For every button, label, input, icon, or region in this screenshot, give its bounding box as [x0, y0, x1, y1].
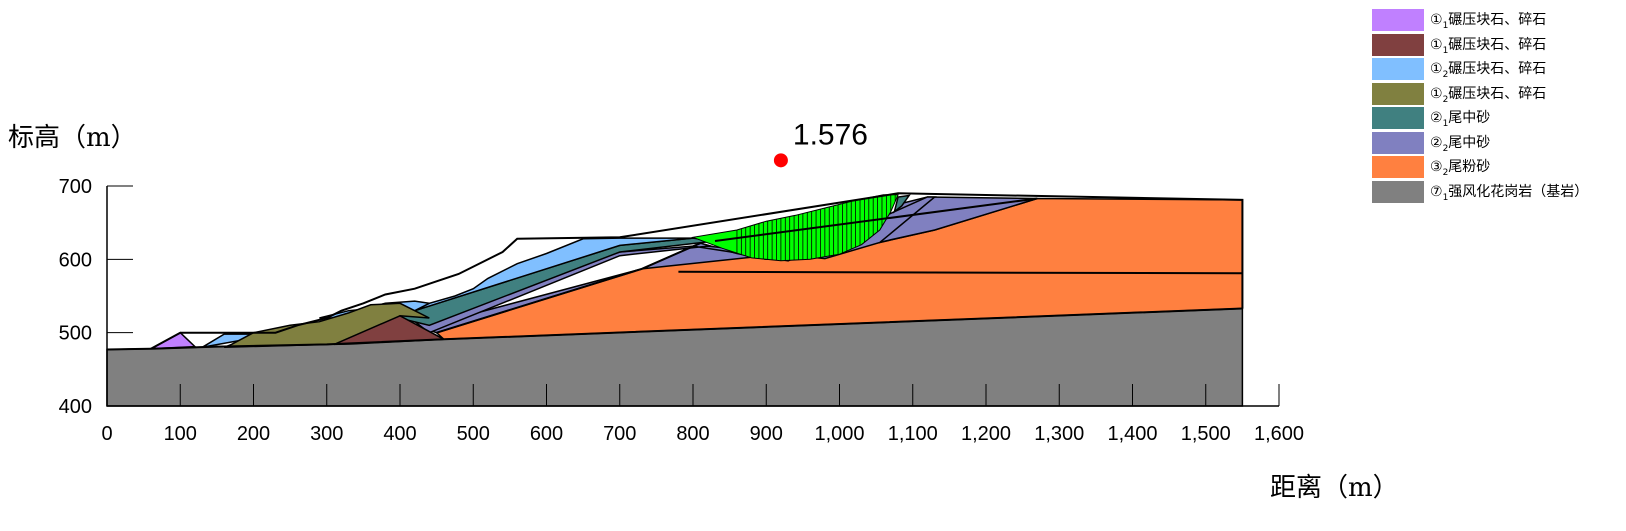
legend-swatch [1372, 156, 1424, 179]
x-tick-label: 300 [310, 423, 343, 445]
legend-text: 尾中砂 [1448, 110, 1491, 127]
x-tick-label: 900 [750, 423, 783, 445]
legend-item: ①2碾压块石、碎石 [1372, 82, 1622, 107]
layer-boundary-0 [106, 307, 1243, 351]
legend-item: ⑦1强风化花岗岩（基岩） [1372, 180, 1622, 205]
x-tick-label: 1,200 [961, 423, 1011, 445]
layer-boundary-4 [150, 192, 1244, 350]
axes [106, 185, 1280, 407]
layer-region-L3-6 [414, 237, 694, 312]
x-tick-label: 600 [530, 423, 563, 445]
legend-subscript: 2 [1442, 70, 1449, 81]
y-tick-label: 500 [59, 323, 92, 345]
legend-label: ③2尾粉砂 [1430, 156, 1490, 178]
legend-subscript: 1 [1442, 45, 1449, 56]
legend-circled-number: ⑦ [1430, 183, 1443, 200]
legend-circled-number: ① [1430, 12, 1443, 29]
legend-subscript: 1 [1442, 192, 1449, 203]
x-tick-label: 1,600 [1254, 423, 1304, 445]
legend-item: ①1碾压块石、碎石 [1372, 8, 1622, 33]
legend-item: ③2尾粉砂 [1372, 155, 1622, 180]
legend-swatch [1372, 58, 1424, 81]
legend-item: ①1碾压块石、碎石 [1372, 33, 1622, 58]
legend-swatch [1372, 180, 1424, 203]
legend-swatch [1372, 33, 1424, 56]
legend-circled-number: ② [1430, 134, 1443, 151]
legend-swatch [1372, 107, 1424, 130]
x-tick-label: 1,400 [1107, 423, 1157, 445]
legend-text: 碾压块石、碎石 [1448, 36, 1547, 53]
legend-label: ①1碾压块石、碎石 [1430, 34, 1546, 56]
legend-circled-number: ① [1430, 85, 1443, 102]
factor-of-safety: 1.576 [773, 118, 868, 168]
legend-label: ②1尾中砂 [1430, 107, 1490, 129]
legend-circled-number: ① [1430, 61, 1443, 78]
y-tick-label: 600 [59, 249, 92, 271]
legend-circled-number: ② [1430, 110, 1443, 127]
layer-boundary-2 [714, 197, 1038, 242]
legend-text: 碾压块石、碎石 [1448, 85, 1547, 102]
legend-label: ①2碾压块石、碎石 [1430, 83, 1546, 105]
slip-surface-group [691, 194, 899, 262]
legend-label: ①2碾压块石、碎石 [1430, 58, 1546, 80]
legend-item: ②2尾中砂 [1372, 131, 1622, 156]
tick-labels: 0 100 200 300 400 500 600 700 800 900 1,000 1,100 1,… [59, 176, 1304, 445]
x-tick-label: 200 [237, 423, 270, 445]
legend-text: 碾压块石、碎石 [1448, 61, 1547, 78]
layer-region-L1-11 [150, 331, 197, 350]
x-tick-label: 1,500 [1181, 423, 1231, 445]
legend-text: 强风化花岗岩（基岩） [1448, 183, 1589, 200]
legend-item: ①2碾压块石、碎石 [1372, 57, 1622, 82]
x-tick-label: 700 [603, 423, 636, 445]
legend-swatch [1372, 82, 1424, 105]
factor-of-safety-point [773, 153, 788, 168]
x-axis-title: 距离（m） [1270, 473, 1399, 503]
x-tick-label: 1,300 [1034, 423, 1084, 445]
soil-layers [106, 194, 1244, 407]
legend-text: 尾中砂 [1448, 134, 1491, 151]
legend-subscript: 2 [1442, 143, 1449, 154]
x-tick-label: 100 [164, 423, 197, 445]
factor-of-safety-label: 1.576 [793, 118, 868, 151]
y-axis-title: 标高（m） [8, 123, 137, 153]
x-tick-label: 1,000 [814, 423, 864, 445]
legend-subscript: 2 [1442, 168, 1449, 179]
x-tick-label: 800 [676, 423, 709, 445]
legend-label: ②2尾中砂 [1430, 132, 1490, 154]
legend-subscript: 1 [1442, 21, 1449, 32]
legend-subscript: 2 [1442, 94, 1449, 105]
legend-circled-number: ③ [1430, 159, 1443, 176]
x-tick-label: 1,100 [888, 423, 938, 445]
x-tick-label: 500 [457, 423, 490, 445]
layer-boundaries [106, 192, 1244, 351]
legend-label: ⑦1强风化花岗岩（基岩） [1430, 181, 1588, 203]
x-tick-label: 400 [383, 423, 416, 445]
legend-subscript: 1 [1442, 119, 1449, 130]
legend-text: 尾粉砂 [1448, 159, 1491, 176]
legend-item: ②1尾中砂 [1372, 106, 1622, 131]
y-tick-label: 400 [59, 396, 92, 418]
x-tick-label: 0 [101, 423, 112, 445]
legend-swatch [1372, 9, 1424, 32]
layer-region-L5-5 [893, 194, 911, 214]
legend-text: 碾压块石、碎石 [1448, 12, 1547, 29]
layer-boundary-3 [678, 270, 1243, 275]
legend-label: ①1碾压块石、碎石 [1430, 9, 1546, 31]
legend-circled-number: ① [1430, 36, 1443, 53]
legend-swatch [1372, 131, 1424, 154]
legend: ①1碾压块石、碎石 ①1碾压块石、碎石 ①2碾压块石、碎石 ①2碾压块石、碎石 ②1尾中… [1372, 8, 1622, 204]
layer-boundary-1 [436, 242, 701, 334]
y-tick-label: 700 [59, 176, 92, 198]
